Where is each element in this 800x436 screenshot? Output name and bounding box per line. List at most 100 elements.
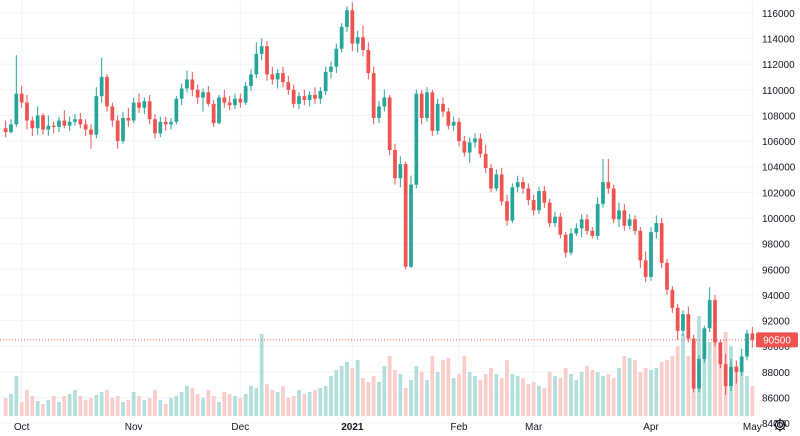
volume-bar (265, 384, 269, 416)
candle (190, 71, 195, 97)
gear-icon[interactable] (772, 417, 788, 433)
volume-bar (233, 396, 237, 416)
candle-body (606, 182, 611, 189)
candle (457, 117, 461, 147)
candle-body (409, 184, 413, 267)
volume-bar (355, 360, 360, 416)
candle (115, 115, 120, 149)
volume-bar (393, 370, 397, 416)
candle (585, 214, 589, 235)
volume-bar (403, 388, 408, 416)
x-tick-label: Feb (450, 422, 468, 433)
candle-body (745, 333, 749, 357)
candle (665, 259, 669, 295)
candle-body (382, 97, 387, 107)
volume-bar (302, 394, 307, 416)
candle (643, 251, 648, 283)
candle (734, 360, 739, 384)
volume-bar (521, 378, 525, 416)
candle-body (478, 138, 483, 154)
candle (259, 38, 264, 61)
candle-body (473, 138, 477, 143)
candle-body (654, 223, 659, 233)
candle (105, 74, 109, 112)
volume-bar (222, 392, 227, 416)
candle-body (270, 74, 275, 80)
candle (670, 285, 675, 313)
volume-bar (686, 356, 691, 416)
candle (51, 121, 56, 134)
volume-bar (249, 386, 253, 416)
volume-bar (361, 378, 365, 416)
candle-body (291, 89, 296, 104)
candle-body (718, 342, 723, 365)
candle-body (499, 174, 504, 202)
volume-bar (750, 386, 755, 416)
candle (579, 214, 584, 238)
candle-body (446, 111, 451, 126)
x-tick-label: Apr (643, 422, 659, 433)
candle-body (547, 202, 552, 224)
volume-bar (30, 396, 35, 416)
candle-body (25, 102, 29, 121)
volume-bar (649, 370, 653, 416)
candle-body (681, 314, 685, 331)
candle-body (254, 53, 259, 75)
volume-bar (217, 402, 221, 416)
candle (547, 198, 552, 227)
volume-bar (46, 400, 51, 416)
volume-bar (366, 382, 371, 416)
candle-body (158, 121, 163, 134)
candle (483, 144, 488, 174)
candle-body (243, 85, 248, 103)
candle (323, 66, 328, 95)
candle (254, 42, 259, 79)
volume-bar (307, 392, 312, 416)
candle (238, 93, 243, 108)
candle (409, 175, 413, 269)
volume-bar (19, 402, 24, 416)
candle (185, 70, 189, 93)
candle-body (350, 10, 355, 44)
volume-bar (702, 344, 707, 416)
chart-grid (0, 0, 756, 424)
candle (62, 110, 67, 129)
candle-body (723, 364, 728, 386)
volume-bar (323, 386, 328, 416)
candle (313, 87, 317, 104)
candle (83, 119, 88, 136)
candle-body (633, 219, 637, 231)
candle (147, 94, 152, 125)
candle (622, 203, 627, 231)
volume-bar (377, 382, 381, 416)
candle-body (195, 89, 200, 98)
candle-body (414, 93, 419, 185)
volume-bar (606, 374, 611, 416)
candle (94, 87, 99, 139)
volume-bar (462, 356, 467, 416)
candle-body (419, 93, 424, 118)
y-tick-label: 116000 (762, 9, 795, 20)
volume-bar (457, 374, 461, 416)
volume-bar (153, 390, 157, 416)
volume-bar (659, 362, 664, 416)
candle (478, 133, 483, 158)
candle (371, 66, 376, 125)
volume-bar (334, 370, 339, 416)
candle (686, 306, 691, 343)
candle (99, 57, 104, 103)
candle (179, 83, 184, 106)
candle (505, 194, 509, 226)
candle-body (441, 103, 445, 112)
candle (489, 164, 493, 193)
candle-body (3, 128, 8, 133)
y-tick-label: 106000 (762, 137, 796, 148)
volume-bar (531, 382, 536, 416)
candle (723, 353, 728, 395)
volume-bar (622, 356, 627, 416)
volume-bar (371, 376, 376, 416)
candle (590, 226, 595, 239)
y-tick-label: 90000 (762, 342, 790, 353)
volume-bar (78, 396, 83, 416)
